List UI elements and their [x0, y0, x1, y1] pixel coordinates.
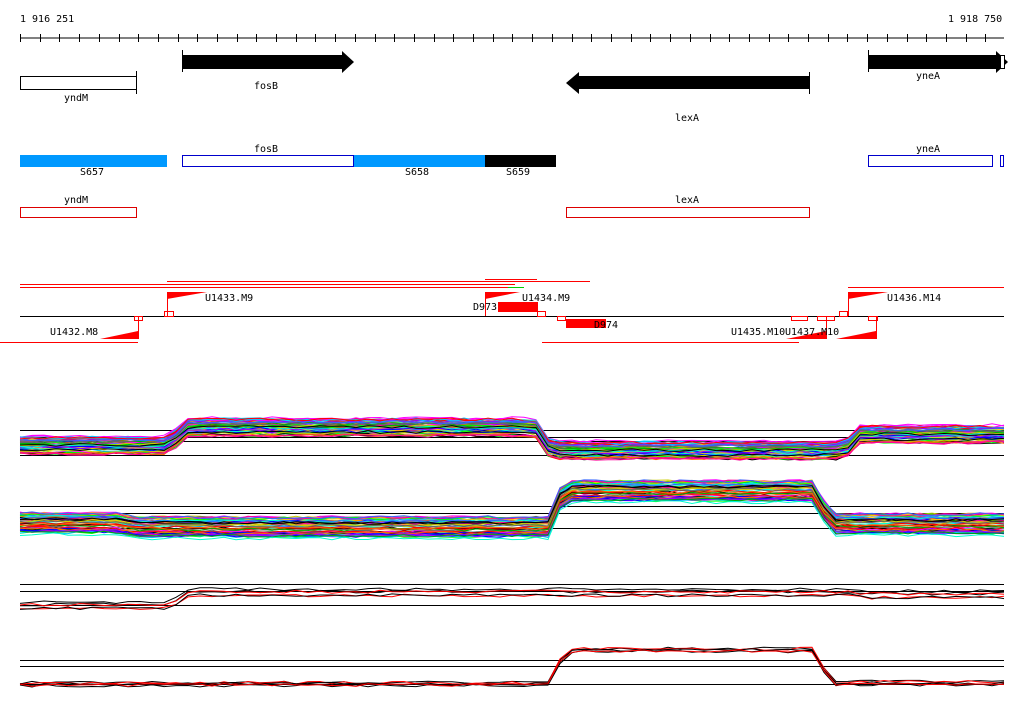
expression-line — [19, 646, 1005, 685]
annotation-yndM-label: yndM — [64, 195, 88, 206]
expression-line — [19, 433, 1005, 461]
promoter-u1437[interactable] — [786, 331, 826, 339]
segment-partial[interactable] — [1000, 155, 1004, 167]
expression-panel-2 — [19, 479, 1005, 541]
ruler-start-label: 1 916 251 — [20, 14, 74, 25]
gene-fosB-arrow[interactable] — [182, 51, 354, 73]
expression-line — [19, 589, 1005, 607]
expression-line — [19, 646, 1005, 685]
expression-line — [19, 417, 1005, 445]
gene-yndM[interactable] — [20, 76, 137, 90]
gene-partial[interactable] — [1000, 55, 1005, 69]
promoter-u1434[interactable] — [485, 292, 520, 299]
gene-yndM-label: yndM — [64, 93, 88, 104]
expression-panels — [19, 416, 1005, 688]
expression-line — [19, 479, 1005, 520]
expression-line — [19, 648, 1005, 687]
feature-u1437-label: U1437.M10 — [785, 327, 839, 338]
expression-line — [19, 484, 1005, 525]
feature-track: U1433.M9 U1432.M8 D973 U1434.M9 D974 U14… — [0, 279, 1004, 343]
segment-fosB-label: fosB — [254, 144, 278, 155]
expression-line — [19, 487, 1005, 528]
annotation-yndM[interactable] — [20, 207, 137, 218]
promoter-u1432[interactable] — [100, 331, 138, 339]
segment-S658-label: S658 — [405, 167, 429, 178]
expression-line — [19, 587, 1005, 605]
segment-S659-label: S659 — [506, 167, 530, 178]
ruler-ticks — [20, 34, 986, 42]
segment-yneA[interactable] — [868, 155, 993, 167]
expression-line — [19, 593, 1005, 611]
feature-d973-label: D973 — [473, 302, 497, 313]
segment-track: S657 fosB S658 S659 yneA — [20, 144, 1004, 178]
annotation-track: yndM lexA — [20, 195, 810, 218]
gene-lexA-arrow[interactable] — [566, 72, 809, 94]
feature-u1434-label: U1434.M9 — [522, 293, 570, 304]
expression-line — [19, 490, 1005, 531]
expression-panel-1 — [19, 416, 1005, 461]
expression-line — [19, 500, 1005, 541]
expression-line — [19, 497, 1004, 538]
gene-fosB-label: fosB — [254, 81, 278, 92]
expression-line — [19, 419, 1005, 447]
annotation-lexA[interactable] — [566, 207, 810, 218]
promoter-u1436[interactable] — [848, 292, 888, 299]
segment-yneA-label: yneA — [916, 144, 940, 155]
expression-line — [19, 491, 1005, 532]
gene-lexA-label: lexA — [675, 113, 699, 124]
feature-d974-label: D974 — [594, 320, 618, 331]
expression-line — [19, 593, 1005, 610]
segment-fosB[interactable] — [182, 155, 354, 167]
expression-line — [19, 486, 1005, 527]
expression-line — [19, 649, 1005, 687]
expression-line — [19, 479, 1005, 520]
expression-line — [19, 426, 1005, 454]
feature-u1433-label: U1433.M9 — [205, 293, 253, 304]
promoter-u1436-reverse[interactable] — [836, 331, 876, 339]
expression-line — [19, 485, 1004, 526]
feature-u1432-label: U1432.M8 — [50, 327, 98, 338]
ruler-end-label: 1 918 750 — [948, 14, 1002, 25]
promoter-u1433[interactable] — [167, 292, 207, 299]
feature-d974[interactable] — [566, 319, 606, 328]
annotation-lexA-label: lexA — [675, 195, 699, 206]
feature-d973[interactable] — [498, 302, 538, 312]
feature-u1435-label: U1435.M10 — [731, 327, 785, 338]
feature-u1436-label: U1436.M14 — [887, 293, 941, 304]
expression-line — [19, 425, 1005, 452]
segment-S659[interactable] — [485, 155, 556, 167]
segment-S657[interactable] — [20, 155, 167, 167]
gene-yneA-arrow[interactable] — [868, 51, 1008, 73]
gene-yneA-label: yneA — [916, 71, 940, 82]
expression-line — [19, 430, 1005, 458]
expression-panel-3 — [19, 584, 1005, 611]
expression-panel-4 — [19, 646, 1005, 688]
expression-line — [19, 420, 1005, 448]
segment-S657-label: S657 — [80, 167, 104, 178]
gene-track: yndM fosB lexA yneA — [20, 50, 1008, 124]
segment-S658[interactable] — [354, 155, 485, 167]
expression-line — [19, 495, 1005, 536]
